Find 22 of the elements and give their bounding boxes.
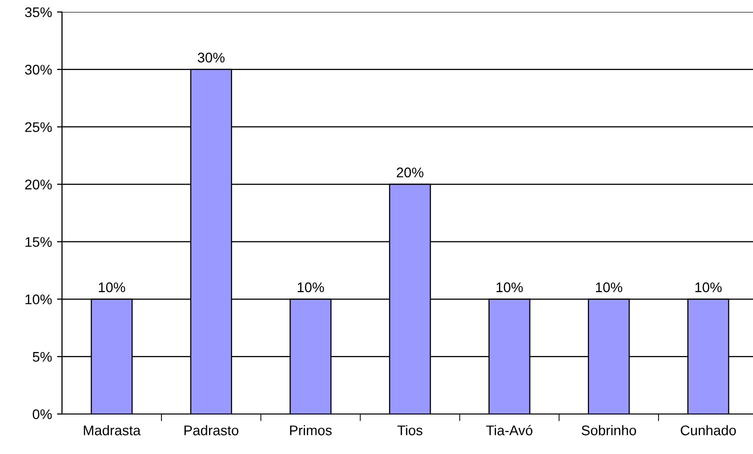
x-tick-label: Tia-Avó xyxy=(486,424,532,436)
y-tick-label: 10% xyxy=(26,294,52,304)
x-tick-label: Primos xyxy=(290,425,332,436)
x-tick-label: Padrasto xyxy=(184,425,238,436)
y-tick-label: 15% xyxy=(26,237,52,247)
data-label: 10% xyxy=(298,282,324,292)
data-label: 10% xyxy=(496,282,523,292)
data-label: 10% xyxy=(98,282,126,292)
y-tick-label: 25% xyxy=(25,122,52,132)
data-label: 10% xyxy=(596,282,622,292)
data-label: 30% xyxy=(198,52,225,63)
data-label: 10% xyxy=(695,282,722,292)
y-tick-label: 20% xyxy=(25,180,52,190)
x-tick-label: Madrasta xyxy=(84,425,141,436)
x-tick-label: Tios xyxy=(397,425,422,436)
data-label: 20% xyxy=(396,168,424,178)
x-tick-label: Sobrinho xyxy=(582,425,636,436)
y-tick-label: 30% xyxy=(25,64,52,75)
y-tick-label: 35% xyxy=(25,7,52,18)
y-tick-label: 5% xyxy=(32,352,52,362)
y-tick-label: 0% xyxy=(32,409,52,420)
x-tick-label: Cunhado xyxy=(680,425,736,436)
